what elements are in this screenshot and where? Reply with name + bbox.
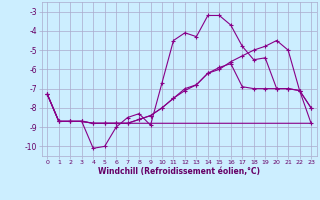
X-axis label: Windchill (Refroidissement éolien,°C): Windchill (Refroidissement éolien,°C) <box>98 167 260 176</box>
